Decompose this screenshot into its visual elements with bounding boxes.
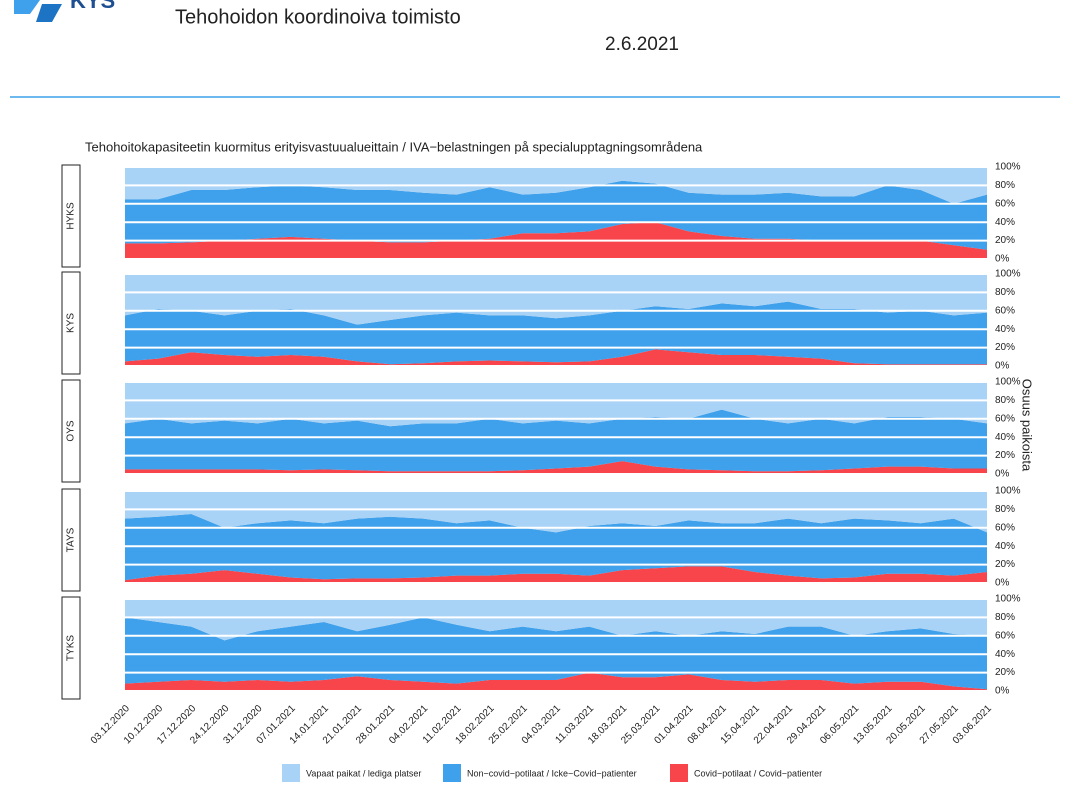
legend-swatch (282, 764, 300, 782)
panel-label: KYS (66, 313, 77, 333)
y-tick-label: 100% (995, 162, 1021, 173)
y-tick-label: 20% (995, 235, 1015, 246)
y-axis-label: Osuus paikoista (1020, 379, 1035, 472)
y-tick-label: 40% (995, 432, 1015, 443)
y-tick-label: 80% (995, 287, 1015, 298)
y-tick-label: 0% (995, 469, 1010, 480)
y-tick-label: 20% (995, 450, 1015, 461)
y-tick-label: 40% (995, 217, 1015, 228)
y-tick-label: 20% (995, 667, 1015, 678)
y-tick-label: 80% (995, 180, 1015, 191)
panel-strip (61, 596, 81, 700)
y-tick-label: 80% (995, 395, 1015, 406)
panel-label: TAYS (66, 527, 77, 552)
stacked-area (125, 599, 987, 641)
legend-label: Vapaat paikat / lediga platser (306, 768, 421, 778)
chart-title: Tehohoitokapasiteetin kuormitus erityisv… (85, 139, 703, 154)
logo-text: KYS (70, 0, 115, 13)
legend-swatch (443, 764, 461, 782)
panel-strip (61, 164, 81, 268)
report-date: 2.6.2021 (605, 34, 679, 55)
y-tick-label: 80% (995, 504, 1015, 515)
y-tick-label: 20% (995, 342, 1015, 353)
stacked-area (125, 461, 987, 474)
logo-mark (36, 4, 62, 22)
y-tick-label: 60% (995, 198, 1015, 209)
y-tick-label: 60% (995, 522, 1015, 533)
logo-mark (14, 0, 40, 14)
y-tick-label: 60% (995, 305, 1015, 316)
y-tick-label: 80% (995, 612, 1015, 623)
stacked-area (125, 672, 987, 691)
y-tick-label: 100% (995, 269, 1021, 280)
y-tick-label: 0% (995, 686, 1010, 697)
stacked-area (125, 382, 987, 427)
y-tick-label: 100% (995, 377, 1021, 388)
y-tick-label: 20% (995, 559, 1015, 570)
stacked-area (125, 566, 987, 583)
panel-label: TYKS (66, 635, 77, 661)
stacked-area (125, 349, 987, 366)
y-tick-label: 0% (995, 254, 1010, 265)
y-tick-label: 100% (995, 486, 1021, 497)
y-tick-label: 40% (995, 324, 1015, 335)
y-tick-label: 60% (995, 630, 1015, 641)
y-tick-label: 0% (995, 578, 1010, 589)
legend-swatch (670, 764, 688, 782)
legend-label: Non−covid−potilaat / Icke−Covid−patiente… (467, 768, 637, 778)
y-tick-label: 60% (995, 413, 1015, 424)
stacked-area (125, 180, 987, 250)
y-tick-label: 100% (995, 594, 1021, 605)
y-tick-label: 40% (995, 649, 1015, 660)
stacked-area (125, 491, 987, 533)
y-tick-label: 0% (995, 361, 1010, 372)
panel-label: HYKS (66, 202, 77, 230)
y-tick-label: 40% (995, 541, 1015, 552)
logo: KYS (14, 0, 115, 22)
office-name: Tehohoidon koordinoiva toimisto (175, 6, 461, 28)
panel-strip (61, 271, 81, 375)
stacked-area (125, 274, 987, 325)
panel-strip (61, 488, 81, 592)
legend-label: Covid−potilaat / Covid−patienter (694, 768, 822, 778)
panel-strip (61, 379, 81, 483)
panel-label: OYS (66, 420, 77, 441)
